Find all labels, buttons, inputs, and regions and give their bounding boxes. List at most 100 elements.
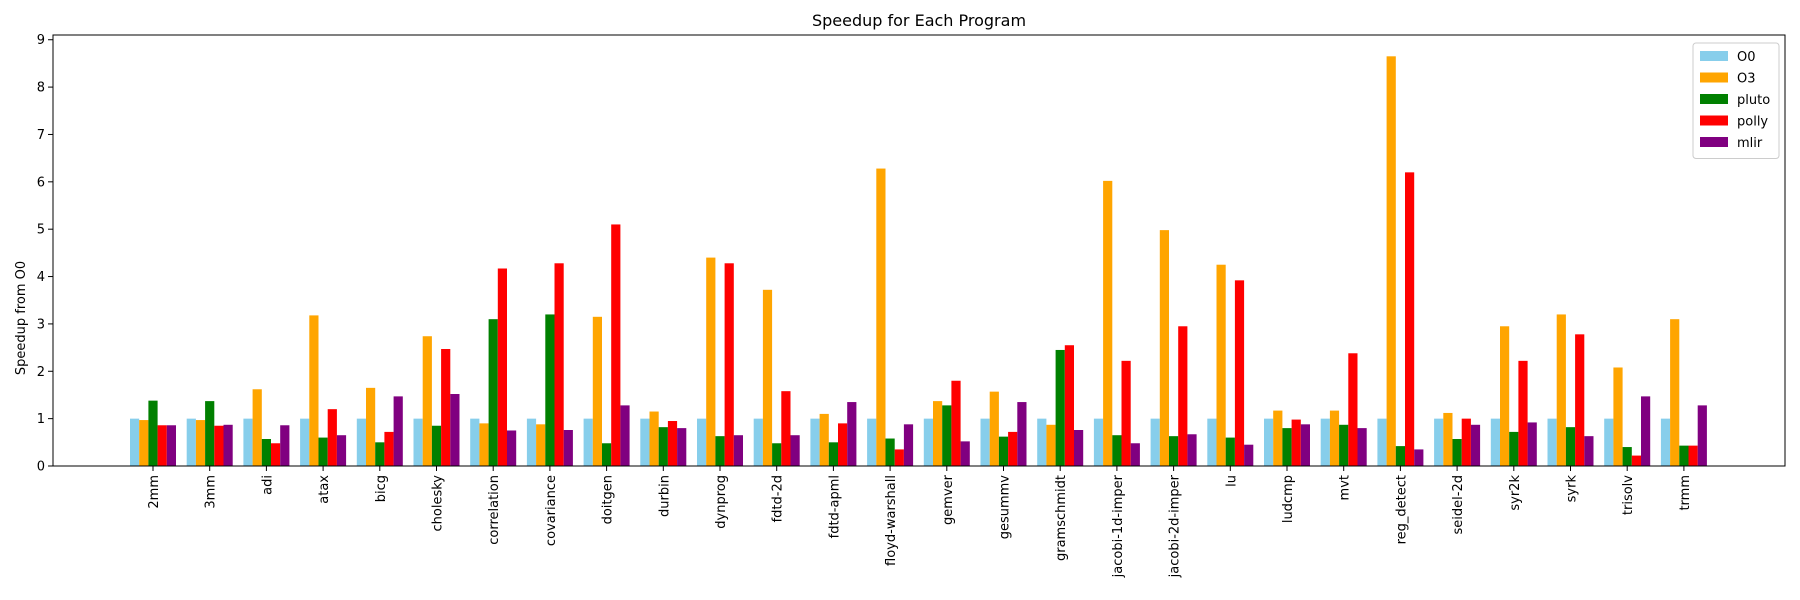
bar-mlir-gramschmidt [1074,430,1084,466]
bar-mlir-cholesky [450,394,460,466]
legend-label-O0: O0 [1737,50,1756,65]
bar-O3-correlation [479,423,489,466]
bar-pluto-trmm [1679,445,1689,466]
bar-pluto-atax [318,437,328,466]
bar-O0-gesummv [980,418,990,466]
bar-polly-durbin [667,421,678,466]
bar-mlir-mvt [1357,428,1367,466]
bar-O0-correlation [470,418,480,466]
x-ticks-group: 2mm 3mm adi atax bicg cholesky correlation cova… [147,466,1693,578]
bar-mlir-correlation [507,430,517,466]
legend-label-O3: O3 [1737,72,1756,87]
bar-polly-ludcmp [1291,419,1301,466]
bar-pluto-durbin [658,427,668,466]
x-tick-label-syrk: syrk [1565,475,1580,503]
bar-O3-gemver [933,401,943,466]
bar-O3-adi [252,389,262,466]
bar-mlir-lu [1244,444,1254,466]
x-tick-label-gemver: gemver [941,474,956,525]
x-tick-label-jacobi-2d-imper: jacobi-2d-imper [1168,474,1183,578]
bars-group [130,56,1707,467]
bar-polly-adi [271,443,281,466]
bar-mlir-jacobi-1d-imper [1130,443,1140,466]
bar-mlir-2mm [166,425,176,466]
bar-O0-ludcmp [1264,418,1274,466]
bar-polly-mvt [1348,353,1358,466]
x-tick-label-fdtd-2d: fdtd-2d [771,475,786,522]
bar-O3-3mm [195,420,206,466]
bar-mlir-3mm [223,424,233,466]
bar-O0-jacobi-2d-imper [1150,418,1160,466]
bar-O3-trisolv [1613,367,1623,466]
y-axis-label: Speedup from O0 [14,261,29,375]
bar-pluto-floyd-warshall [885,438,895,466]
bar-polly-reg_detect [1405,172,1415,466]
bar-O0-bicg [356,418,366,466]
legend-swatch-polly [1700,115,1728,126]
x-tick-label-reg_detect: reg_detect [1394,475,1409,544]
bar-mlir-trmm [1697,405,1707,466]
bar-O0-syrk [1547,418,1557,466]
bar-O3-syr2k [1500,326,1510,466]
bar-pluto-dynprog [715,436,725,466]
bar-O3-dynprog [706,257,716,466]
x-tick-label-gramschmidt: gramschmidt [1054,475,1069,561]
bar-pluto-jacobi-2d-imper [1169,436,1179,466]
bar-O0-syr2k [1490,418,1500,466]
bar-polly-gemver [951,380,961,466]
x-tick-label-doitgen: doitgen [601,475,616,524]
y-tick-label: 1 [37,412,45,427]
x-tick-label-correlation: correlation [487,475,502,545]
bar-polly-3mm [214,425,224,466]
bar-O0-trisolv [1604,418,1614,466]
bar-O0-fdtd-2d [753,418,763,466]
bar-O3-trmm [1670,319,1680,466]
bar-mlir-bicg [393,396,403,466]
bar-mlir-ludcmp [1300,424,1310,466]
bar-O0-cholesky [413,418,423,466]
legend-swatch-O3 [1700,72,1728,83]
x-tick-label-atax: atax [317,475,332,504]
bar-pluto-ludcmp [1282,428,1292,466]
bar-pluto-covariance [545,314,555,466]
plot-frame [52,34,1786,467]
bar-polly-syrk [1575,334,1585,466]
bar-polly-atax [327,409,337,466]
bar-polly-gramschmidt [1064,345,1074,466]
bar-O3-reg_detect [1386,56,1396,467]
x-tick-label-gesummv: gesummv [998,475,1013,540]
bar-mlir-fdtd-2d [790,435,800,466]
bar-polly-syr2k [1518,360,1528,466]
bar-O3-fdtd-apml [819,413,829,466]
y-tick-label: 3 [37,317,45,332]
y-tick-label: 9 [37,33,45,48]
y-tick-label: 8 [37,81,45,96]
bar-polly-gesummv [1008,431,1018,466]
bar-O3-ludcmp [1273,410,1283,466]
bar-polly-correlation [497,268,507,466]
bar-O3-bicg [366,387,376,466]
x-tick-label-lu: lu [1224,475,1239,487]
x-tick-label-bicg: bicg [374,475,389,502]
bar-polly-floyd-warshall [894,449,904,466]
x-tick-label-adi: adi [260,475,275,495]
bar-O0-doitgen [583,418,593,466]
bar-mlir-seidel-2d [1470,424,1481,466]
bar-mlir-fdtd-apml [847,402,857,466]
bar-polly-dynprog [724,263,734,466]
x-tick-label-seidel-2d: seidel-2d [1451,475,1466,534]
bar-polly-jacobi-2d-imper [1178,326,1188,466]
bar-pluto-bicg [375,442,385,466]
bar-O3-covariance [536,424,546,466]
bar-O0-adi [243,418,253,466]
x-tick-label-floyd-warshall: floyd-warshall [884,475,899,566]
x-tick-label-syr2k: syr2k [1508,475,1523,511]
bar-pluto-2mm [148,400,158,466]
bar-polly-doitgen [611,224,621,466]
bar-mlir-syrk [1584,436,1594,466]
bar-O0-trmm [1660,418,1671,466]
bar-polly-trisolv [1631,455,1641,466]
bar-O0-reg_detect [1377,418,1387,466]
bar-O3-lu [1216,264,1226,466]
